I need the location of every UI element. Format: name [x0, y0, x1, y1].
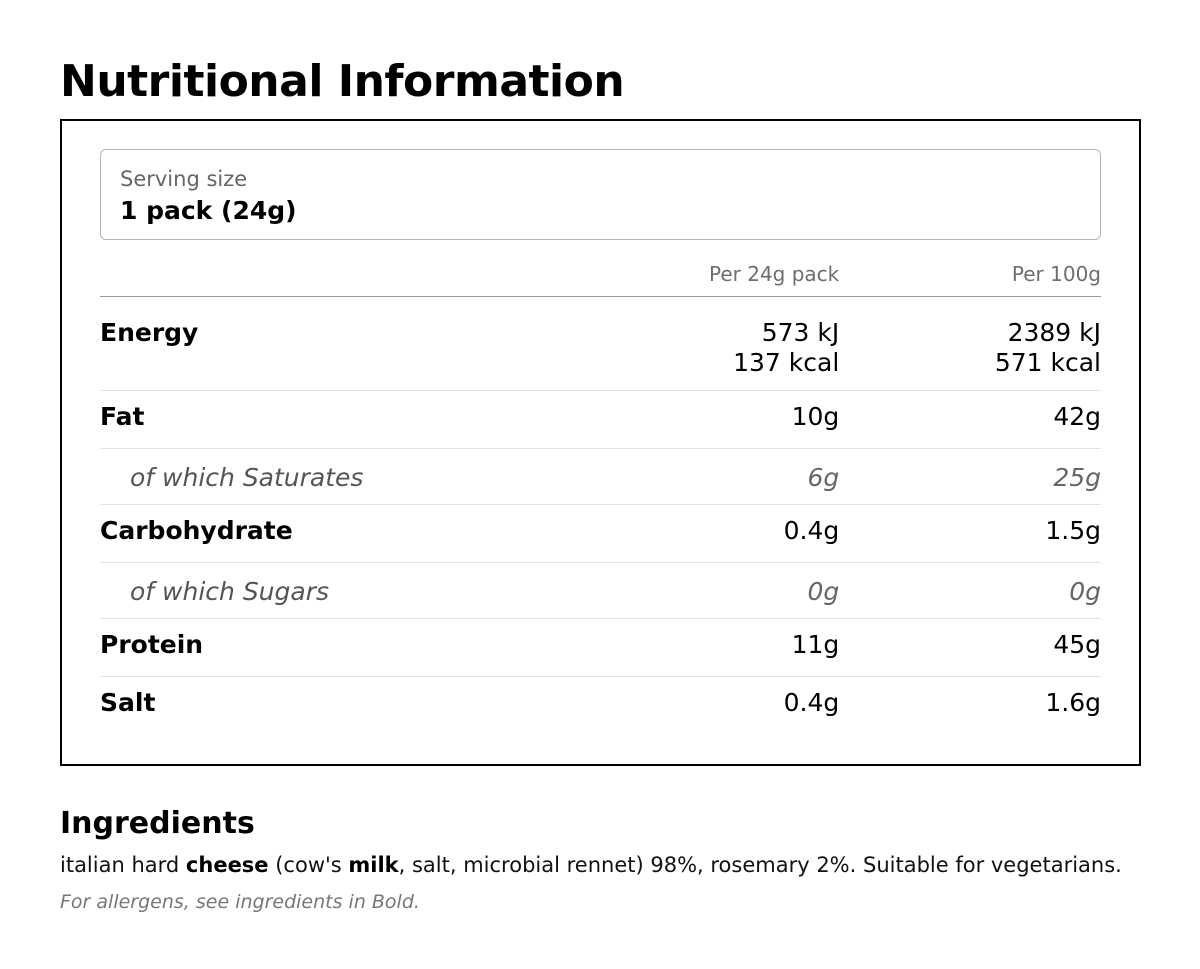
header-per-pack: Per 24g pack: [709, 262, 840, 286]
serving-size-value: 1 pack (24g): [120, 196, 297, 225]
nutrient-name: of which Sugars: [130, 577, 330, 606]
per-pack-value: 0.4g: [783, 516, 840, 545]
header-per-100g: Per 100g: [1011, 262, 1101, 286]
per-100g-value: 2389 kJ 571 kcal: [839, 318, 1101, 378]
per-100g-value: 45g: [1053, 630, 1101, 659]
page-title: Nutritional Information: [60, 56, 625, 107]
energy-kcal: 571 kcal: [994, 348, 1101, 377]
per-100g-value: 1.5g: [1045, 516, 1101, 545]
per-pack-value: 573 kJ 137 kcal: [600, 318, 840, 378]
nutrient-name: Protein: [100, 630, 204, 659]
table-row-saturates: of which Saturates 6g 25g: [100, 449, 1101, 505]
per-100g-value: 0g: [1069, 577, 1101, 606]
table-row-fat: Fat 10g 42g: [100, 391, 1101, 449]
allergen-ingredient: cheese: [185, 853, 269, 877]
nutrient-name: Carbohydrate: [100, 516, 293, 545]
table-row-salt: Salt 0.4g 1.6g: [100, 677, 1101, 735]
nutrition-panel: Serving size 1 pack (24g) Per 24g pack P…: [60, 119, 1141, 766]
per-100g-value: 42g: [1053, 402, 1101, 431]
per-pack-value: 0g: [807, 577, 840, 606]
per-pack-value: 0.4g: [783, 688, 840, 717]
energy-kcal: 137 kcal: [733, 348, 840, 377]
table-row-carbohydrate: Carbohydrate 0.4g 1.5g: [100, 505, 1101, 563]
energy-kj: 2389 kJ: [1007, 318, 1101, 347]
serving-size-label: Serving size: [120, 167, 248, 191]
per-pack-value: 11g: [791, 630, 840, 659]
table-header: Per 24g pack Per 100g: [100, 258, 1101, 297]
table-row-energy: Energy 573 kJ 137 kcal 2389 kJ 571 kcal: [100, 297, 1101, 391]
table-row-sugars: of which Sugars 0g 0g: [100, 563, 1101, 619]
ingredient-text-part: (cow's: [268, 853, 349, 877]
ingredients-text: italian hard cheese (cow's milk, salt, m…: [60, 850, 1141, 880]
allergen-ingredient: milk: [348, 853, 399, 877]
per-100g-value: 25g: [1053, 463, 1101, 492]
energy-kj: 573 kJ: [761, 318, 840, 347]
table-row-protein: Protein 11g 45g: [100, 619, 1101, 677]
nutrition-page: Nutritional Information Serving size 1 p…: [60, 52, 1141, 915]
ingredient-text-part: italian hard: [60, 853, 186, 877]
per-pack-value: 6g: [807, 463, 840, 492]
nutrition-table: Per 24g pack Per 100g Energy 573 kJ 137 …: [100, 258, 1101, 735]
nutrient-name: Fat: [100, 402, 145, 431]
nutrient-name: of which Saturates: [130, 463, 364, 492]
ingredient-text-part: , salt, microbial rennet) 98%, rosemary …: [398, 853, 1122, 877]
per-pack-value: 10g: [791, 402, 840, 431]
nutrient-name: Salt: [100, 688, 156, 717]
nutrient-name: Energy: [100, 318, 199, 347]
per-100g-value: 1.6g: [1045, 688, 1101, 717]
serving-size-card: Serving size 1 pack (24g): [100, 149, 1101, 240]
allergen-note: For allergens, see ingredients in Bold.: [60, 891, 420, 913]
ingredients-heading: Ingredients: [60, 806, 255, 841]
